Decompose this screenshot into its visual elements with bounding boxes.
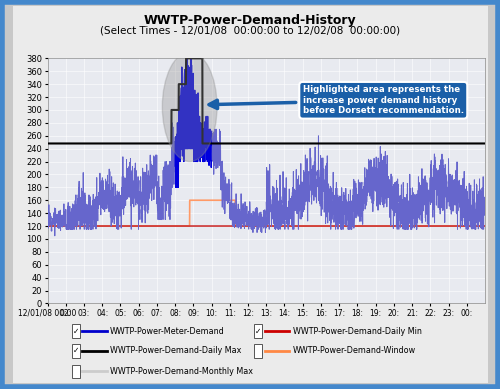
Ellipse shape [162, 52, 217, 161]
Text: WWTP-Power-Demand-Monthly Max: WWTP-Power-Demand-Monthly Max [110, 367, 253, 376]
FancyBboxPatch shape [72, 365, 80, 378]
Text: WWTP-Power-Meter-Demand: WWTP-Power-Meter-Demand [110, 326, 225, 336]
Text: WWTP-Power-Demand-History: WWTP-Power-Demand-History [144, 14, 356, 26]
Text: ✓: ✓ [72, 326, 79, 336]
FancyBboxPatch shape [72, 344, 80, 357]
FancyBboxPatch shape [254, 344, 262, 357]
Text: ✓: ✓ [72, 347, 79, 356]
Text: WWTP-Power-Demand-Daily Max: WWTP-Power-Demand-Daily Max [110, 347, 242, 356]
Text: (Select Times - 12/01/08  00:00:00 to 12/02/08  00:00:00): (Select Times - 12/01/08 00:00:00 to 12/… [100, 25, 400, 35]
FancyBboxPatch shape [72, 324, 80, 338]
Text: ✓: ✓ [255, 326, 262, 336]
FancyBboxPatch shape [254, 324, 262, 338]
Text: WWTP-Power-Demand-Window: WWTP-Power-Demand-Window [292, 347, 416, 356]
Text: Highlighted area represents the
increase power demand history
before Dorsett rec: Highlighted area represents the increase… [209, 85, 464, 115]
Text: WWTP-Power-Demand-Daily Min: WWTP-Power-Demand-Daily Min [292, 326, 422, 336]
